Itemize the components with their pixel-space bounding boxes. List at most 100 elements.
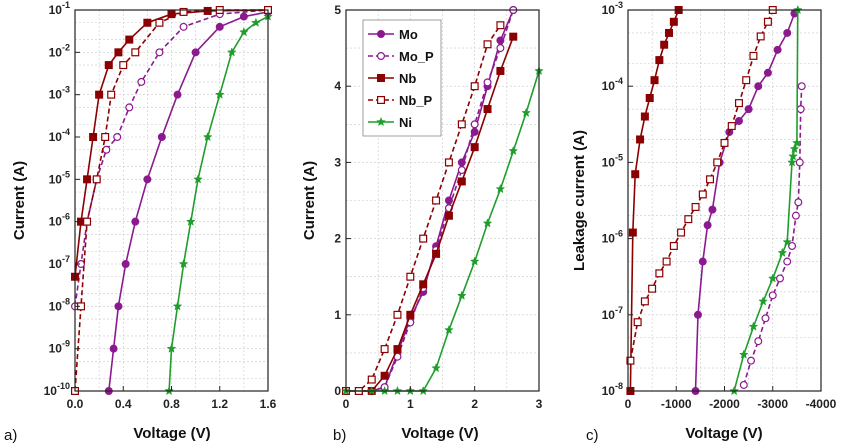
marker-nb-p	[483, 40, 492, 49]
marker-nb-p	[706, 175, 715, 184]
marker-mo	[239, 12, 248, 21]
marker-ni	[789, 143, 800, 154]
marker-mo	[191, 48, 200, 57]
marker-nb	[377, 73, 386, 82]
tick-label: 10-6	[49, 212, 70, 229]
marker-nb-p	[734, 99, 743, 108]
marker-nb	[380, 371, 389, 380]
marker-nb-p	[432, 196, 441, 205]
series-group	[626, 4, 806, 396]
marker-ni	[172, 301, 183, 311]
marker-nb	[631, 170, 640, 179]
marker-mo	[734, 116, 743, 125]
marker-mo-p	[796, 105, 805, 114]
marker-ni	[777, 247, 788, 257]
marker-nb	[640, 112, 649, 121]
marker-mo-p	[761, 314, 770, 323]
marker-nb-p	[742, 76, 751, 85]
marker-mo	[703, 221, 712, 230]
marker-ni	[508, 145, 519, 156]
marker-ni	[456, 290, 467, 300]
marker-ni	[469, 256, 480, 266]
tick-label: 10-3	[49, 85, 70, 102]
series-line-ni	[168, 15, 269, 392]
marker-ni	[767, 273, 778, 283]
marker-nb	[509, 32, 518, 41]
tick-label: 4	[334, 79, 341, 93]
marker-nb-p	[496, 21, 505, 30]
panel-b: 0 1 2 3 0 1 2 3 4 5 Voltage (V) Current (A) b) Mo Mo_P…	[301, 3, 544, 444]
tick-label: 3	[334, 155, 341, 169]
marker-nb-p	[727, 122, 736, 131]
tick-label: 2	[334, 232, 341, 246]
marker-ni	[376, 116, 386, 127]
marker-mo-p	[137, 77, 146, 86]
series-line-ni	[733, 9, 799, 392]
tick-label: 1	[334, 308, 341, 322]
marker-mo	[744, 105, 753, 114]
tick-label: 3	[536, 397, 543, 411]
marker-nb	[650, 76, 659, 85]
marker-ni	[166, 343, 177, 353]
tick-label: 0.8	[163, 397, 180, 411]
marker-mo	[377, 30, 386, 39]
tick-label: 10-5	[602, 152, 623, 169]
marker-mo	[693, 310, 702, 319]
plot-frame	[345, 9, 540, 392]
marker-nb	[89, 133, 98, 142]
tick-label: 0	[343, 397, 350, 411]
legend-label: Mo	[399, 27, 418, 42]
marker-nb-p	[155, 18, 164, 27]
marker-nb-p	[457, 120, 466, 129]
marker-nb-p	[419, 234, 428, 243]
series-line-mo	[108, 11, 269, 392]
x-axis-title: Voltage (V)	[133, 425, 210, 442]
marker-mo-p	[739, 380, 748, 389]
marker-ni	[193, 174, 203, 184]
marker-nb-p	[131, 48, 140, 57]
y-axis-title: Current (A)	[11, 161, 28, 240]
marker-nb	[167, 10, 176, 19]
tick-label: 10-9	[49, 339, 70, 356]
series-line-nb-p	[629, 9, 774, 361]
marker-nb	[419, 280, 428, 289]
legend-label: Mo_P	[399, 49, 434, 64]
marker-nb-p	[749, 51, 758, 60]
marker-nb-p	[669, 241, 678, 250]
marker-ni	[444, 324, 454, 335]
marker-nb	[655, 56, 664, 65]
marker-mo-p	[155, 48, 164, 57]
marker-nb-p	[380, 345, 389, 354]
marker-ni	[482, 218, 493, 228]
marker-mo-p	[483, 78, 492, 87]
marker-nb-p	[698, 190, 707, 199]
marker-nb-p	[662, 257, 671, 266]
marker-mo-p	[754, 337, 763, 346]
panel-label: a)	[4, 427, 17, 444]
marker-mo-p	[470, 120, 479, 129]
marker-nb	[628, 228, 637, 237]
marker-mo-p	[783, 257, 792, 266]
tick-label: -4000	[806, 397, 837, 411]
marker-ni	[788, 151, 798, 161]
marker-nb-p	[377, 95, 386, 104]
marker-nb	[444, 211, 453, 220]
tick-label: 0	[625, 397, 632, 411]
marker-mo-p	[775, 274, 784, 283]
tick-label: -2000	[709, 397, 740, 411]
marker-ni	[178, 258, 189, 269]
marker-mo	[121, 260, 130, 269]
marker-ni	[251, 17, 261, 27]
marker-nb-p	[367, 375, 376, 384]
marker-ni	[748, 321, 759, 331]
marker-mo-p	[791, 211, 800, 220]
marker-nb	[669, 17, 678, 26]
marker-mo-p	[747, 356, 756, 365]
tick-label: 10-8	[49, 296, 70, 313]
marker-ni	[758, 296, 768, 306]
marker-nb	[457, 177, 466, 186]
y-axis-title: Leakage current (A)	[571, 130, 588, 271]
marker-nb	[393, 345, 402, 354]
legend-label: Nb_P	[399, 93, 433, 108]
marker-nb-p	[92, 175, 101, 184]
